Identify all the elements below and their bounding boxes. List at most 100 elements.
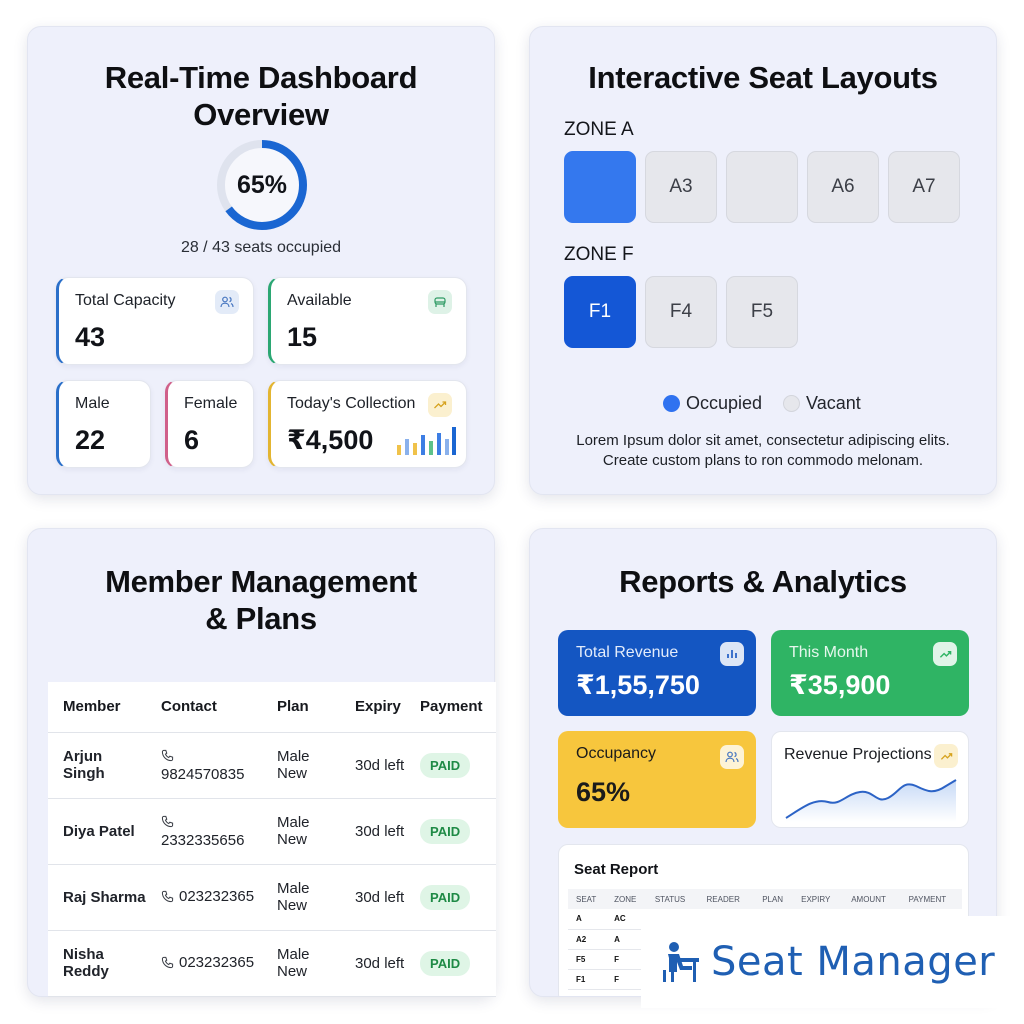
- legend-occupied: Occupied: [686, 392, 763, 413]
- report-cell: F5: [568, 949, 607, 970]
- total-revenue-label: Total Revenue: [576, 644, 679, 661]
- zone-f-label: ZONE F: [564, 244, 634, 265]
- member-contact: 023232365: [146, 930, 262, 997]
- total-capacity-card[interactable]: Total Capacity 43: [56, 277, 254, 365]
- report-col-seat: SEAT: [568, 889, 607, 909]
- trend-up-icon: [428, 393, 452, 417]
- mini-bar: [405, 439, 409, 455]
- total-revenue-card[interactable]: Total Revenue ₹1,55,750: [558, 630, 756, 716]
- member-expiry: 30d left: [340, 732, 405, 799]
- dashboard-title-line1: Real-Time Dashboard: [104, 60, 418, 95]
- occupancy-ring: 65%: [215, 138, 309, 232]
- table-row[interactable]: Arjun Singh 9824570835 Male New 30d left PAI…: [48, 732, 496, 799]
- paid-badge: PAID: [420, 884, 471, 910]
- occupied-dot-icon: [663, 394, 680, 412]
- member-name: Nisha Reddy: [48, 930, 146, 997]
- report-col-reader: READER: [698, 889, 755, 909]
- members-title-line2: & Plans: [205, 601, 317, 636]
- brand-name: Seat Manager: [711, 939, 996, 985]
- projection-line-chart: [785, 779, 957, 822]
- table-row[interactable]: Diya Patel 2332335656 Male New 30d left PAID: [48, 798, 496, 865]
- col-expiry[interactable]: Expiry: [340, 682, 405, 733]
- mini-bar: [445, 439, 449, 455]
- seat-a6[interactable]: A6: [807, 151, 879, 223]
- col-payment[interactable]: Payment: [405, 682, 496, 733]
- seat-a1[interactable]: [564, 151, 636, 223]
- seat-description: Lorem Ipsum dolor sit amet, consectetur …: [530, 431, 996, 471]
- seat-f5[interactable]: F5: [726, 276, 798, 348]
- contact-number: 023232365: [179, 887, 255, 905]
- mini-bar: [452, 427, 456, 455]
- total-capacity-label: Total Capacity: [75, 292, 176, 309]
- this-month-card[interactable]: This Month ₹35,900: [771, 630, 969, 716]
- legend-vacant: Vacant: [806, 392, 861, 413]
- table-row[interactable]: Raj Sharma 023232365 Male New 30d left PAID: [48, 864, 496, 931]
- this-month-value: ₹35,900: [789, 670, 891, 700]
- report-col-expiry: EXPIRY: [793, 889, 844, 909]
- member-payment: PAID: [405, 864, 496, 931]
- member-expiry: 30d left: [340, 930, 405, 997]
- this-month-label: This Month: [789, 644, 869, 661]
- paid-badge: PAID: [420, 950, 471, 976]
- seats-occupied-text: 28 / 43 seats occupied: [180, 239, 342, 256]
- member-contact: 9824570835: [146, 732, 262, 799]
- col-member[interactable]: Member: [48, 682, 146, 733]
- seat-f1[interactable]: F1: [564, 276, 636, 348]
- report-col-payment: PAYMENT: [900, 889, 962, 909]
- seat-report-title: Seat Report: [574, 861, 659, 878]
- report-header-row: SEAT ZONE STATUS READER PLAN EXPIRY AMOUNT PAYM…: [568, 889, 962, 909]
- member-plan: Male New: [262, 930, 340, 997]
- collection-value: ₹4,500: [287, 425, 374, 455]
- seat-a7[interactable]: A7: [888, 151, 960, 223]
- seat-a5[interactable]: [726, 151, 798, 223]
- available-card[interactable]: Available 15: [268, 277, 467, 365]
- users-icon: [215, 290, 239, 314]
- seat-a3[interactable]: A3: [645, 151, 717, 223]
- contact-number: 9824570835: [161, 766, 245, 783]
- member-name: Arjun Singh: [48, 732, 146, 799]
- phone-icon: [161, 956, 174, 973]
- col-plan[interactable]: Plan: [262, 682, 340, 733]
- male-card[interactable]: Male 22: [56, 380, 151, 468]
- male-label: Male: [75, 395, 110, 412]
- col-contact[interactable]: Contact: [146, 682, 262, 733]
- contact-number: 2332335656: [161, 832, 245, 849]
- report-col-status: STATUS: [646, 889, 699, 909]
- table-row[interactable]: Nisha Reddy 023232365 Male New 30d left PAID: [48, 930, 496, 997]
- seat-f4[interactable]: F4: [645, 276, 717, 348]
- member-contact: 2332335656: [146, 798, 262, 865]
- report-cell: F: [606, 949, 647, 970]
- occupancy-card[interactable]: Occupancy 65%: [558, 731, 756, 828]
- report-col-amount: AMOUNT: [843, 889, 901, 909]
- brand-logo: Seat Manager: [641, 916, 1024, 1008]
- revenue-projections-card[interactable]: Revenue Projections: [771, 731, 969, 828]
- report-cell: F1: [568, 969, 607, 990]
- mini-bar: [437, 433, 441, 455]
- member-payment: PAID: [405, 930, 496, 997]
- bar-chart-icon: [720, 642, 744, 666]
- total-revenue-value: ₹1,55,750: [576, 670, 700, 700]
- female-label: Female: [184, 395, 238, 412]
- female-value: 6: [184, 425, 200, 455]
- available-label: Available: [287, 292, 352, 309]
- paid-badge: PAID: [420, 752, 471, 778]
- member-plan: Male New: [262, 864, 340, 931]
- male-value: 22: [75, 425, 106, 455]
- zone-a-label: ZONE A: [564, 119, 634, 140]
- mini-bar-chart: [397, 423, 457, 455]
- female-card[interactable]: Female 6: [165, 380, 254, 468]
- report-cell: AC: [606, 909, 647, 930]
- dashboard-title-line2: Overview: [193, 97, 329, 132]
- report-cell: F: [606, 969, 647, 990]
- projection-line: [785, 779, 957, 819]
- trend-up-icon: [934, 744, 958, 768]
- table-header-row: Member Contact Plan Expiry Payment: [48, 682, 496, 733]
- description-line1: Lorem Ipsum dolor sit amet, consectetur …: [576, 432, 950, 449]
- seat-legend: Occupied Vacant: [663, 391, 861, 415]
- vacant-dot-icon: [783, 394, 801, 412]
- available-value: 15: [287, 322, 318, 352]
- members-title-line1: Member Management: [105, 564, 417, 599]
- report-cell: A2: [568, 929, 607, 950]
- report-cell: A: [568, 909, 607, 930]
- collection-card[interactable]: Today's Collection ₹4,500: [268, 380, 467, 468]
